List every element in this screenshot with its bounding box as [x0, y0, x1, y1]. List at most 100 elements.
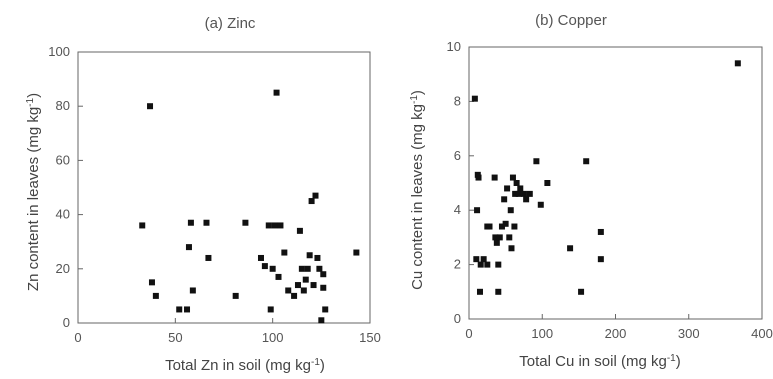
zinc-data-point: [291, 292, 298, 299]
zinc-data-point: [281, 249, 288, 256]
copper-y-tick-label: 4: [454, 202, 461, 217]
zinc-data-point: [271, 222, 278, 229]
zinc-data-point: [314, 254, 321, 261]
zinc-data-point: [294, 282, 301, 289]
zinc-chart-title: (a) Zinc: [205, 15, 256, 32]
copper-panel: (b) Copper 0 2 4 6 8 10 0 100 200 300 400 Total C…: [409, 12, 773, 370]
copper-data-point: [507, 207, 514, 214]
copper-data-point: [496, 234, 503, 241]
zinc-y-ticks: 0 20 40 60 80 100: [48, 44, 83, 330]
zinc-data-point: [298, 265, 305, 272]
zinc-y-tick-label: 80: [56, 98, 70, 113]
zinc-data-point: [312, 192, 319, 199]
zinc-data-point: [308, 198, 315, 205]
zinc-x-ticks: 0 50 100 150: [74, 318, 381, 345]
zinc-data-point: [322, 306, 329, 313]
copper-data-point: [502, 220, 509, 227]
copper-data-point: [495, 288, 502, 295]
zinc-y-tick-label: 60: [56, 152, 70, 167]
zinc-data-point: [232, 292, 239, 299]
zinc-data-point: [152, 292, 159, 299]
zinc-x-tick-label: 150: [359, 330, 381, 345]
zinc-data-point: [139, 222, 146, 229]
copper-data-point: [520, 190, 527, 197]
copper-data-point: [473, 256, 480, 263]
copper-data-point: [597, 228, 604, 235]
copper-data-point: [477, 261, 484, 268]
zinc-y-axis-label: Zn content in leaves (mg kg-1): [25, 93, 43, 291]
zinc-x-tick-label: 50: [168, 330, 182, 345]
copper-data-point: [486, 223, 493, 230]
copper-data-point: [513, 180, 520, 186]
copper-data-point: [583, 158, 590, 165]
zinc-data-point: [275, 273, 282, 280]
copper-data-point: [533, 158, 540, 165]
copper-data-point: [484, 261, 491, 268]
copper-x-tick-label: 300: [678, 326, 700, 341]
copper-x-axis-label: Total Cu in soil (mg kg-1): [519, 353, 680, 371]
copper-x-ticks: 0 100 200 300 400: [465, 314, 773, 341]
zinc-data-point: [300, 287, 307, 294]
copper-data-point: [492, 234, 499, 241]
zinc-data-point: [184, 306, 191, 313]
zinc-data-point: [203, 219, 210, 226]
copper-x-tick-label: 100: [531, 326, 553, 341]
copper-x-tick-label: 400: [751, 326, 773, 341]
zinc-data-point: [205, 254, 212, 261]
copper-y-axis-label: Cu content in leaves (mg kg-1): [409, 90, 427, 290]
copper-data-point: [597, 256, 604, 263]
zinc-data-point: [176, 306, 183, 313]
zinc-data-point: [277, 222, 284, 229]
copper-data-point: [508, 245, 515, 252]
copper-data-point: [567, 245, 574, 252]
copper-data-point: [491, 174, 498, 181]
zinc-data-point: [185, 244, 192, 251]
zinc-x-tick-label: 100: [262, 330, 284, 345]
copper-y-tick-label: 0: [454, 311, 461, 326]
copper-data-point: [475, 174, 482, 181]
zinc-panel: (a) Zinc 0 20 40 60 80 100 0 50 100 150 Total Zn…: [25, 15, 381, 374]
copper-data-point: [474, 207, 481, 214]
zinc-y-tick-label: 0: [63, 315, 70, 330]
zinc-data-point: [257, 254, 264, 261]
copper-chart-title: (b) Copper: [535, 12, 607, 29]
copper-points: [471, 60, 741, 295]
copper-data-point: [517, 185, 524, 192]
zinc-data-point: [269, 265, 276, 272]
copper-data-point: [471, 95, 478, 102]
copper-data-point: [495, 261, 502, 268]
copper-data-point: [734, 60, 741, 67]
zinc-data-point: [261, 263, 268, 270]
copper-y-tick-label: 6: [454, 148, 461, 163]
copper-y-ticks: 0 2 4 6 8 10: [447, 39, 474, 326]
copper-data-point: [493, 239, 500, 246]
copper-x-tick-label: 200: [605, 326, 627, 341]
zinc-data-point: [304, 265, 311, 272]
copper-y-tick-label: 10: [447, 39, 461, 54]
zinc-data-point: [320, 284, 327, 291]
zinc-data-point: [265, 222, 272, 229]
zinc-data-point: [296, 227, 303, 234]
zinc-data-point: [242, 219, 249, 226]
zinc-points: [139, 89, 360, 324]
zinc-data-point: [148, 279, 155, 286]
copper-data-point: [537, 201, 544, 208]
copper-y-tick-label: 2: [454, 257, 461, 272]
copper-data-point: [526, 190, 533, 197]
copper-data-point: [578, 288, 585, 295]
copper-plot-frame: [468, 46, 763, 320]
copper-data-point: [509, 174, 516, 181]
copper-data-point: [512, 190, 519, 197]
zinc-data-point: [302, 276, 309, 283]
zinc-y-tick-label: 40: [56, 207, 70, 222]
copper-data-point: [501, 196, 508, 203]
copper-y-tick-label: 8: [454, 93, 461, 108]
copper-data-point: [480, 256, 487, 263]
zinc-y-tick-label: 20: [56, 261, 70, 276]
zinc-data-point: [189, 287, 196, 294]
copper-data-point: [504, 185, 511, 192]
zinc-x-tick-label: 0: [74, 330, 81, 345]
copper-data-point: [515, 190, 522, 197]
zinc-x-axis-label: Total Zn in soil (mg kg-1): [165, 357, 325, 375]
